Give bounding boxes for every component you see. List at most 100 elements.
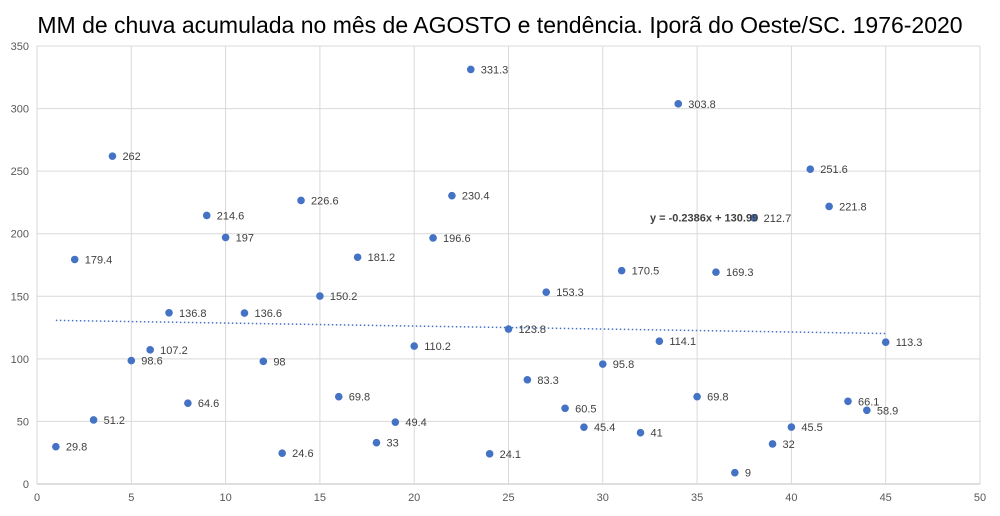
data-label: 45.5 [801,422,822,434]
x-tick-label: 50 [974,492,986,504]
data-point [165,309,173,317]
x-tick-label: 25 [502,492,514,504]
data-point [485,450,494,458]
x-tick-label: 10 [219,492,231,504]
trendline-equation: y = -0.2386x + 130.99 [650,212,758,224]
data-point [448,191,456,200]
data-point [712,268,720,276]
data-label: 251.6 [820,164,848,176]
data-label: 9 [745,468,751,480]
data-point [184,399,192,407]
data-point [278,449,286,458]
data-label: 136.6 [254,308,282,320]
data-point [881,338,890,347]
data-point [410,342,419,350]
data-point [108,152,117,160]
data-label: 98.6 [141,356,162,368]
data-point [825,202,833,211]
data-label: 33 [386,438,398,450]
data-label: 41 [651,428,663,440]
data-label: 32 [783,439,795,451]
data-label: 136.8 [179,308,207,320]
x-tick-label: 5 [128,492,134,504]
data-label: 60.5 [575,403,596,415]
data-point [731,468,739,477]
x-tick-label: 0 [34,492,40,504]
data-label: 69.8 [707,392,728,404]
data-label: 49.4 [405,417,426,429]
x-tick-label: 45 [880,492,892,504]
data-point [466,65,475,74]
data-label: 331.3 [481,64,509,76]
data-label: 179.4 [85,254,113,266]
data-point [221,233,230,242]
y-tick-label: 0 [23,479,29,491]
x-tick-label: 30 [597,492,609,504]
data-label: 58.9 [877,405,898,417]
data-label: 110.2 [424,341,451,353]
data-label: 226.6 [311,195,339,207]
data-label: 196.6 [443,233,471,245]
data-point [259,357,268,366]
data-label: 153.3 [556,287,584,299]
data-point [353,253,362,262]
data-label: 169.3 [726,267,754,279]
data-point [429,234,437,242]
data-point [240,309,249,317]
data-label: 45.4 [594,422,615,434]
data-point [542,288,551,296]
data-label: 214.6 [217,210,245,222]
y-tick-label: 250 [11,166,29,178]
data-label: 24.1 [500,449,521,461]
data-point [70,255,79,264]
y-tick-label: 50 [17,416,29,428]
data-label: 221.8 [839,201,867,213]
x-tick-label: 40 [785,492,797,504]
trendline-group [55,319,886,335]
data-label: 123.8 [519,324,547,336]
data-point [391,418,400,426]
data-label: 51.2 [104,415,125,427]
data-label: 181.2 [368,252,396,264]
data-point [636,428,645,437]
data-label: 95.8 [613,359,634,371]
data-point [334,392,343,401]
data-label: 24.6 [292,448,313,460]
data-point [655,337,664,346]
x-axis: 0 5 10 15 20 25 30 35 40 45 50 [34,492,986,504]
y-tick-label: 100 [11,354,29,366]
y-tick-label: 200 [11,229,29,241]
y-tick-label: 150 [11,291,29,303]
data-point [297,196,305,205]
data-point [89,416,98,424]
data-point [599,360,607,368]
data-label: 66.1 [858,396,879,408]
data-point [806,165,815,173]
data-point [504,325,513,333]
data-label: 230.4 [462,191,490,203]
y-tick-label: 350 [11,41,29,53]
data-label: 170.5 [632,266,660,278]
data-label: 303.8 [688,99,716,111]
data-point [674,100,683,108]
data-point [561,404,569,413]
chart-title: MM de chuva acumulada no mês de AGOSTO e… [37,12,963,38]
x-tick-label: 15 [314,492,326,504]
y-tick-label: 300 [11,104,29,116]
data-point [787,423,796,431]
data-label: 197 [236,232,254,244]
data-point [316,292,324,300]
data-label: 107.2 [160,345,188,357]
data-point [580,423,588,431]
data-point [863,406,871,415]
data-point [749,214,758,222]
data-label: 212.7 [764,213,792,225]
data-label: 64.6 [198,398,219,410]
trendline-equation-group: y = -0.2386x + 130.99 [650,212,758,224]
data-point [146,346,154,354]
data-point [768,440,777,448]
data-point [202,211,211,220]
x-tick-label: 20 [408,492,420,504]
